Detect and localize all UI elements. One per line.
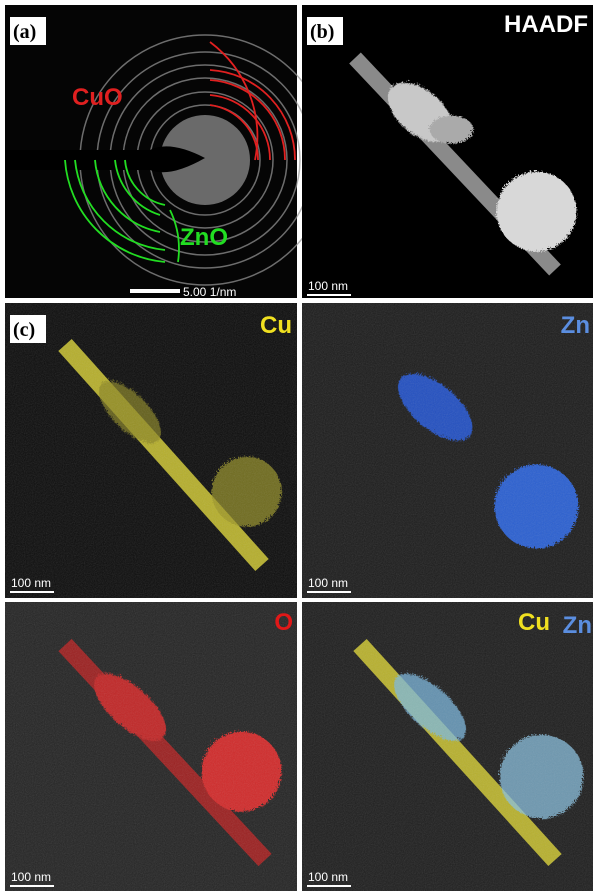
image-shape (302, 303, 593, 598)
panel-label: (a) (13, 21, 36, 43)
scale-bar-label: 100 nm (308, 576, 348, 590)
panel-cu: Cu 100 nm (c) (5, 303, 297, 598)
scale-bar-label: 100 nm (308, 279, 348, 293)
panel-a: CuO ZnO 5.00 1/nm (a) (5, 5, 330, 299)
image-shape (5, 303, 297, 598)
scale-bar-label: 5.00 1/nm (183, 285, 236, 299)
panel-cu-zn: Cu Zn 100 nm (302, 602, 593, 891)
annotation: ZnO (180, 224, 228, 251)
panel-title: Zn (561, 312, 590, 339)
panel-title: Cu (518, 609, 550, 636)
image-shape (495, 170, 575, 250)
panel-title: Zn (563, 612, 592, 639)
panel-zn: Zn 100 nm (302, 303, 593, 598)
scale-bar-label: 100 nm (11, 870, 51, 884)
image-shape (307, 591, 351, 593)
scale-bar-label: 100 nm (11, 576, 51, 590)
scale-bar-label: 100 nm (308, 870, 348, 884)
image-shape (10, 885, 54, 887)
figure: CuO ZnO 5.00 1/nm (a) HAADF 100 nm (b) C… (0, 0, 595, 893)
panel-b: HAADF 100 nm (b) (302, 5, 593, 298)
image-shape (10, 591, 54, 593)
image-shape (307, 294, 351, 296)
annotation: CuO (72, 84, 123, 111)
image-shape (5, 602, 297, 891)
image-shape (5, 146, 205, 172)
image-shape (307, 885, 351, 887)
panel-title: HAADF (504, 11, 588, 38)
panel-title: O (274, 609, 293, 636)
image-shape (428, 114, 472, 142)
image-shape (302, 602, 593, 891)
image-shape (130, 289, 180, 293)
panel-label: (b) (310, 21, 334, 43)
panel-o: O 100 nm (5, 602, 297, 891)
panel-title: Cu (260, 312, 292, 339)
panel-label: (c) (13, 319, 35, 341)
